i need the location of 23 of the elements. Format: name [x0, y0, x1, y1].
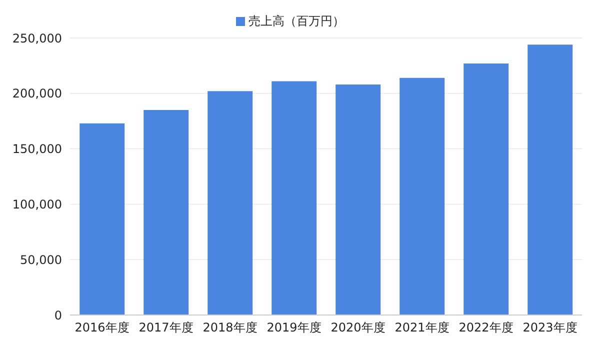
legend-label: 売上高（百万円） [248, 14, 344, 28]
bar [336, 84, 381, 315]
y-tick-label: 0 [54, 308, 62, 322]
x-tick-label: 2019年度 [266, 320, 322, 335]
bar [80, 123, 125, 315]
x-tick-label: 2021年度 [394, 320, 450, 335]
x-tick-label: 2016年度 [74, 320, 130, 335]
x-tick-label: 2023年度 [522, 320, 578, 335]
bar [208, 91, 253, 315]
y-tick-label: 100,000 [12, 197, 62, 212]
x-tick-label: 2017年度 [138, 320, 194, 335]
bar [272, 81, 317, 315]
x-tick-label: 2022年度 [458, 320, 514, 335]
bar [144, 110, 189, 315]
bar [528, 44, 573, 315]
y-tick-label: 50,000 [20, 252, 62, 267]
x-tick-label: 2018年度 [202, 320, 258, 335]
y-tick-label: 150,000 [12, 142, 62, 156]
x-tick-label: 2020年度 [330, 320, 386, 335]
bar [464, 63, 509, 315]
y-tick-label: 200,000 [12, 86, 62, 101]
y-tick-label: 250,000 [12, 31, 62, 46]
bar [400, 78, 445, 315]
